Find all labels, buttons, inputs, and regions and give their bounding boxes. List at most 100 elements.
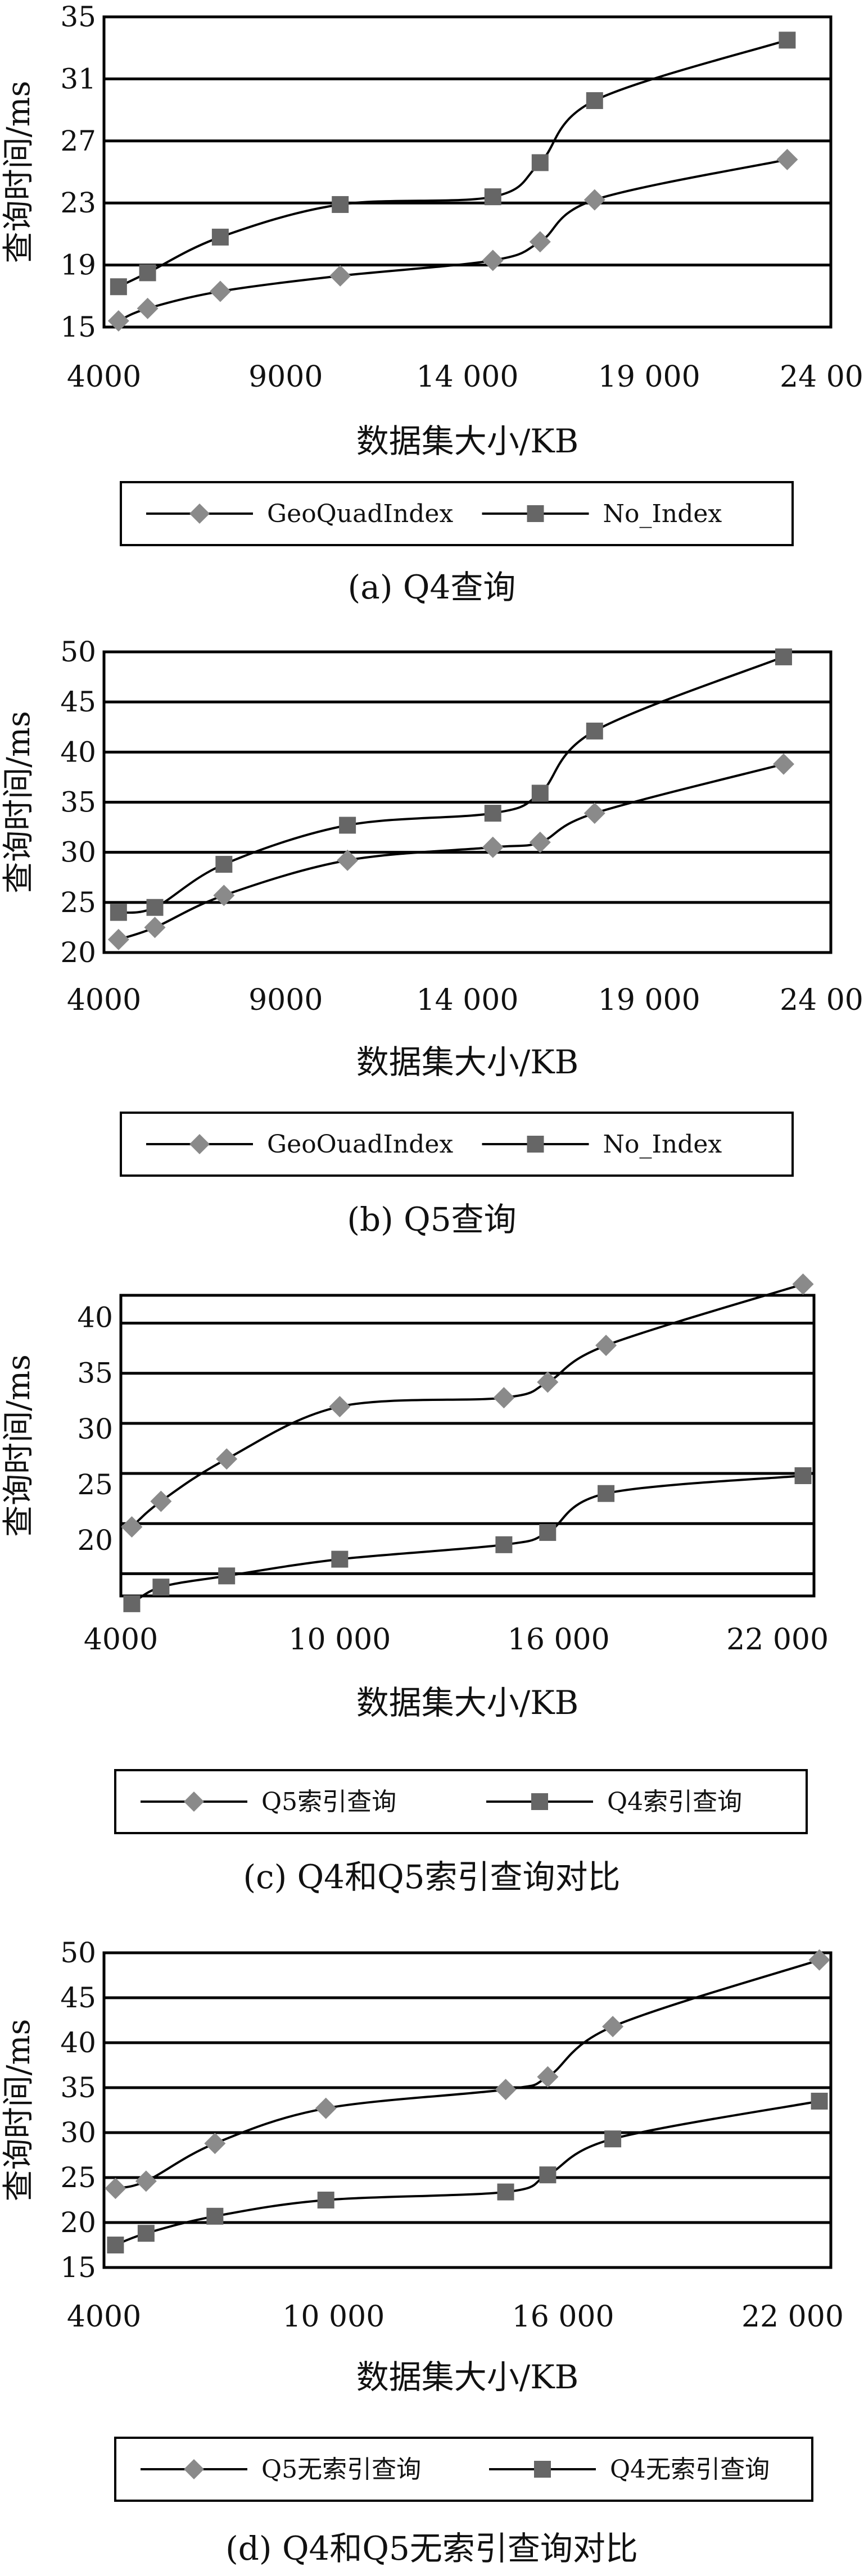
- x-tick-label: 19 000: [598, 983, 700, 1017]
- x-tick-label: 14 000: [417, 983, 519, 1017]
- data-point-diamond: [493, 1387, 515, 1409]
- data-point-square: [484, 188, 501, 206]
- plot-frame: [102, 650, 833, 954]
- legend-label-1: GeoQuadIndex: [267, 500, 453, 528]
- x-axis-title: 数据集大小/KB: [356, 1043, 579, 1081]
- data-point-diamond: [315, 2097, 337, 2119]
- data-point-diamond: [583, 189, 605, 211]
- data-point-diamond: [329, 265, 351, 287]
- data-point-square: [123, 1595, 141, 1612]
- data-point-square: [339, 817, 356, 834]
- legend-label-1: Q5索引查询: [261, 1788, 396, 1816]
- data-point-diamond: [595, 1335, 617, 1357]
- data-point-square: [497, 2183, 514, 2201]
- legend-label-2: No_Index: [603, 1130, 722, 1159]
- data-point-square: [110, 904, 127, 921]
- y-tick-label: 25: [60, 2161, 96, 2194]
- data-point-diamond: [209, 280, 231, 302]
- legend: GeoQuadIndex No_Index: [120, 481, 794, 546]
- data-point-diamond: [482, 836, 504, 858]
- chart-caption: (d) Q4和Q5无索引查询对比: [225, 2529, 638, 2568]
- chart-caption: (c) Q4和Q5索引查询对比: [243, 1858, 620, 1896]
- y-tick-label: 35: [60, 786, 96, 819]
- chart-caption: (a) Q4查询: [348, 568, 516, 606]
- y-tick-label: 35: [60, 1, 96, 33]
- x-tick-label: 16 000: [508, 1623, 610, 1657]
- data-point-diamond: [583, 802, 605, 824]
- data-point-diamond: [107, 310, 129, 332]
- y-tick-label: 35: [60, 2071, 96, 2104]
- data-point-diamond: [537, 1371, 559, 1393]
- chart-caption: (b) Q5查询: [347, 1200, 516, 1239]
- legend-marker-diamond: [189, 1134, 210, 1154]
- y-tick-label: 15: [60, 311, 96, 343]
- legend-marker-diamond: [184, 1792, 204, 1812]
- x-axis-title: 数据集大小/KB: [356, 1684, 579, 1722]
- data-point-square: [139, 264, 156, 282]
- data-point-diamond: [792, 1273, 814, 1295]
- y-tick-label: 40: [60, 2026, 96, 2059]
- data-point-diamond: [482, 250, 504, 271]
- x-tick-label: 10 000: [288, 1623, 391, 1657]
- x-tick-label: 24 000: [780, 983, 864, 1017]
- data-point-diamond: [121, 1516, 143, 1538]
- legend-marker-square: [534, 2461, 551, 2478]
- legend-label-2: Q4无索引查询: [610, 2455, 770, 2484]
- data-point-diamond: [144, 917, 166, 938]
- x-tick-label: 24 000: [780, 360, 864, 394]
- data-point-diamond: [329, 1396, 351, 1418]
- data-point-square: [332, 196, 349, 213]
- data-point-diamond: [216, 1448, 238, 1470]
- y-tick-label: 40: [60, 736, 96, 768]
- legend-box: [114, 1769, 808, 1834]
- data-point-square: [211, 228, 229, 246]
- legend-box: [114, 2437, 813, 2502]
- x-tick-label: 9000: [248, 983, 323, 1017]
- legend-box: [120, 481, 794, 546]
- y-axis-title: 查询时间/ms: [1, 2019, 37, 2202]
- data-point-square: [586, 92, 603, 110]
- x-tick-label: 4000: [84, 1623, 158, 1657]
- y-tick-label: 30: [60, 2116, 96, 2149]
- chart-panel-2: 20 25 30 35 40 45 50 4000 9000 14 000 19 000 24 000…: [1, 636, 864, 1239]
- legend-marker-square: [527, 1136, 544, 1153]
- legend-marker-diamond: [189, 504, 210, 524]
- x-tick-label: 16 000: [512, 2300, 614, 2334]
- y-tick-label: 20: [60, 936, 96, 969]
- series-line-2: [131, 1475, 803, 1605]
- data-point-square: [484, 805, 501, 822]
- data-point-square: [317, 2192, 334, 2208]
- data-point-square: [110, 278, 127, 296]
- series-line-2: [115, 2100, 820, 2246]
- x-tick-label: 10 000: [282, 2300, 384, 2334]
- x-axis-title: 数据集大小/KB: [356, 422, 579, 460]
- data-point-square: [218, 1567, 236, 1585]
- data-point-diamond: [602, 2016, 624, 2038]
- y-tick-label: 31: [60, 62, 96, 95]
- data-point-diamond: [105, 2178, 126, 2199]
- x-tick-label: 9000: [248, 360, 323, 394]
- x-tick-label: 4000: [67, 983, 141, 1017]
- y-tick-label: 45: [60, 1981, 96, 2014]
- data-point-diamond: [495, 2079, 517, 2101]
- data-point-diamond: [150, 1490, 172, 1512]
- legend-marker-square: [527, 505, 544, 522]
- plot-frame: [102, 1951, 833, 2269]
- y-tick-label: 40: [77, 1301, 113, 1334]
- y-tick-label: 35: [77, 1357, 113, 1390]
- data-point-square: [215, 856, 233, 873]
- data-point-diamond: [529, 231, 551, 253]
- x-tick-label: 4000: [67, 2300, 141, 2334]
- data-point-diamond: [772, 753, 794, 775]
- data-point-square: [531, 784, 549, 802]
- legend-label-2: No_Index: [603, 500, 722, 528]
- y-tick-label: 30: [77, 1413, 113, 1445]
- series-line-1: [131, 1283, 804, 1528]
- data-point-square: [779, 31, 796, 49]
- series-line-2: [118, 39, 788, 288]
- data-point-diamond: [776, 148, 798, 170]
- data-point-square: [152, 1579, 170, 1596]
- legend: Q5索引查询 Q4索引查询: [114, 1769, 808, 1834]
- y-tick-label: 27: [60, 125, 96, 157]
